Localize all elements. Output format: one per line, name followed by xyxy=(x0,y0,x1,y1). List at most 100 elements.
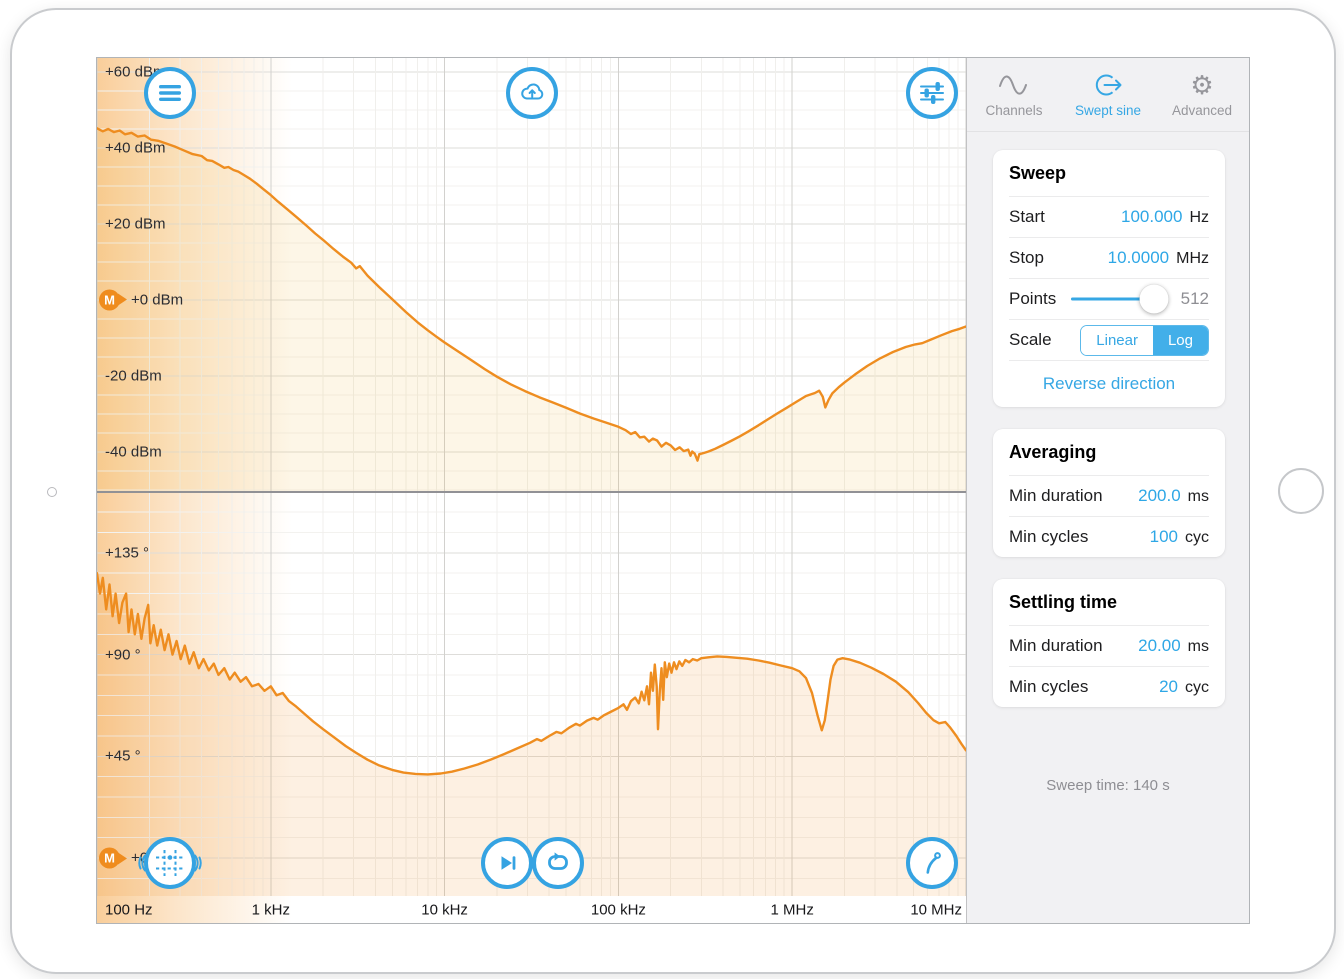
y-axis-tick-label: +90 ° xyxy=(105,646,141,664)
magnitude-chart[interactable]: +60 dBm +40 dBm +20 dBm +0 dBm -20 dBm -40 dB… xyxy=(97,58,966,491)
settling-duration-row: Min duration 20.00 ms xyxy=(1009,625,1209,666)
measurement-marker[interactable]: M xyxy=(99,847,127,869)
channel-magnitude-dBm-trace xyxy=(97,127,966,462)
sweep-card: Sweep Start 100.000 Hz Stop 10.0000 MHz Po… xyxy=(993,150,1225,407)
averaging-card: Averaging Min duration 200.0 ms Min cycle… xyxy=(993,429,1225,557)
points-value: 512 xyxy=(1180,289,1209,308)
cloud-upload-icon xyxy=(521,83,544,100)
row-label: Min cycles xyxy=(1009,677,1089,696)
settling-cycles-unit: cyc xyxy=(1185,679,1209,696)
scale-log-option[interactable]: Log xyxy=(1152,325,1208,355)
marker-tail xyxy=(118,852,127,865)
averaging-duration-value[interactable]: 200.0 xyxy=(1138,486,1181,505)
sweep-time-status: Sweep time: 140 s xyxy=(1046,777,1170,794)
x-axis-tick-label: 1 MHz xyxy=(770,901,814,918)
stop-frequency-unit: MHz xyxy=(1176,250,1209,267)
averaging-cycles-unit: cyc xyxy=(1185,529,1209,546)
menu-button[interactable] xyxy=(144,67,196,119)
points-slider[interactable] xyxy=(1071,284,1169,314)
tab-advanced[interactable]: ⚙ Advanced xyxy=(1155,58,1249,131)
cloud-upload-button[interactable] xyxy=(506,67,558,119)
slider-track[interactable] xyxy=(1071,297,1168,301)
settling-cycles-value[interactable]: 20 xyxy=(1159,677,1178,696)
display-settings-button[interactable] xyxy=(906,67,958,119)
ipad-frame: +60 dBm +40 dBm +20 dBm +0 dBm -20 dBm -40 dB… xyxy=(10,8,1336,974)
tab-channels[interactable]: Channels xyxy=(967,58,1061,131)
marker-label: M xyxy=(99,847,120,869)
gear-icon: ⚙ xyxy=(1190,70,1214,100)
tab-swept-sine[interactable]: Swept sine xyxy=(1061,58,1155,131)
sweep-start-row: Start 100.000 Hz xyxy=(1009,196,1209,237)
y-axis-tick-label: +45 ° xyxy=(105,747,141,765)
y-axis-tick-label: +20 dBm xyxy=(105,215,166,233)
marker-tail xyxy=(118,293,127,306)
chart-area[interactable]: +60 dBm +40 dBm +20 dBm +0 dBm -20 dBm -40 dB… xyxy=(97,58,966,923)
stop-frequency-value[interactable]: 10.0000 xyxy=(1107,248,1170,267)
tab-label: Channels xyxy=(985,103,1043,118)
measurement-marker[interactable]: M xyxy=(99,289,127,311)
averaging-duration-unit: ms xyxy=(1187,488,1209,505)
sliders-icon xyxy=(920,82,944,104)
repeat-button[interactable] xyxy=(532,837,584,889)
needle-gauge-icon xyxy=(926,852,941,874)
settling-duration-unit: ms xyxy=(1187,638,1209,655)
row-label: Stop xyxy=(1009,248,1044,267)
y-axis-tick-label: -40 dBm xyxy=(105,443,162,461)
card-title: Averaging xyxy=(1009,441,1097,462)
row-label: Points xyxy=(1009,289,1057,308)
needle-gauge-button[interactable] xyxy=(906,837,958,889)
chart-divider[interactable] xyxy=(97,491,966,493)
tab-bar: Channels Swept sine ⚙ Advanced xyxy=(967,58,1249,132)
start-frequency-value[interactable]: 100.000 xyxy=(1120,207,1183,226)
x-axis-tick-label: 1 kHz xyxy=(251,901,290,918)
row-label: Min cycles xyxy=(1009,527,1089,546)
sweep-stop-row: Stop 10.0000 MHz xyxy=(1009,237,1209,278)
x-axis-tick-label: 100 Hz xyxy=(105,901,153,918)
row-label: Min duration xyxy=(1009,486,1103,505)
start-frequency-unit: Hz xyxy=(1189,209,1209,226)
settling-duration-value[interactable]: 20.00 xyxy=(1138,636,1181,655)
menu-icon xyxy=(159,85,181,101)
tab-label: Swept sine xyxy=(1074,103,1142,118)
skip-to-end-icon xyxy=(501,856,516,870)
averaging-cycles-value[interactable]: 100 xyxy=(1149,527,1178,546)
settling-cycles-row: Min cycles 20 cyc xyxy=(1009,666,1209,707)
grid-toggle-button[interactable] xyxy=(138,837,202,889)
settling-time-card: Settling time Min duration 20.00 ms Min c… xyxy=(993,579,1225,707)
slider-track-fill xyxy=(1071,297,1154,301)
x-axis-tick-label: 100 kHz xyxy=(590,901,646,918)
settings-sidebar: Channels Swept sine ⚙ Advanced xyxy=(966,58,1249,923)
grid-icon xyxy=(138,850,202,876)
x-axis-tick-label: 10 MHz xyxy=(910,901,962,918)
slider-thumb[interactable] xyxy=(1139,284,1169,314)
marker-label: M xyxy=(99,289,120,311)
sine-wave-icon xyxy=(997,70,1031,100)
home-button[interactable] xyxy=(1278,468,1324,514)
sweep-scale-row: Scale Linear Log xyxy=(1009,319,1209,360)
sweep-points-row: Points 512 xyxy=(1009,278,1209,319)
x-axis-strip: 100 Hz 1 kHz 10 kHz 100 kHz 1 MHz 10 MHz xyxy=(97,896,966,923)
x-axis-tick-label: 10 kHz xyxy=(421,901,468,918)
scale-segmented-control: Linear Log xyxy=(1080,324,1209,356)
row-label: Scale xyxy=(1009,330,1052,349)
app-screen: +60 dBm +40 dBm +20 dBm +0 dBm -20 dBm -40 dB… xyxy=(96,57,1250,924)
skip-to-end-button[interactable] xyxy=(481,837,533,889)
y-axis-tick-label: +0 dBm xyxy=(131,291,184,309)
card-title: Sweep xyxy=(1009,162,1067,183)
averaging-duration-row: Min duration 200.0 ms xyxy=(1009,475,1209,516)
y-axis-tick-label: -20 dBm xyxy=(105,367,162,385)
y-axis-tick-label: +135 ° xyxy=(105,544,149,562)
card-title: Settling time xyxy=(1009,591,1118,612)
reverse-direction-link[interactable]: Reverse direction xyxy=(1009,360,1209,407)
row-label: Start xyxy=(1009,207,1045,226)
tab-label: Advanced xyxy=(1171,103,1233,118)
sweep-arrow-icon xyxy=(1091,70,1125,100)
phase-chart[interactable]: +135 °+90 °+45 °+0 °M xyxy=(97,493,966,896)
row-label: Min duration xyxy=(1009,636,1103,655)
channel-phase-degrees-trace xyxy=(97,572,966,776)
averaging-cycles-row: Min cycles 100 cyc xyxy=(1009,516,1209,557)
scale-linear-option[interactable]: Linear xyxy=(1081,325,1153,355)
front-camera xyxy=(47,487,57,497)
repeat-icon xyxy=(548,852,568,870)
